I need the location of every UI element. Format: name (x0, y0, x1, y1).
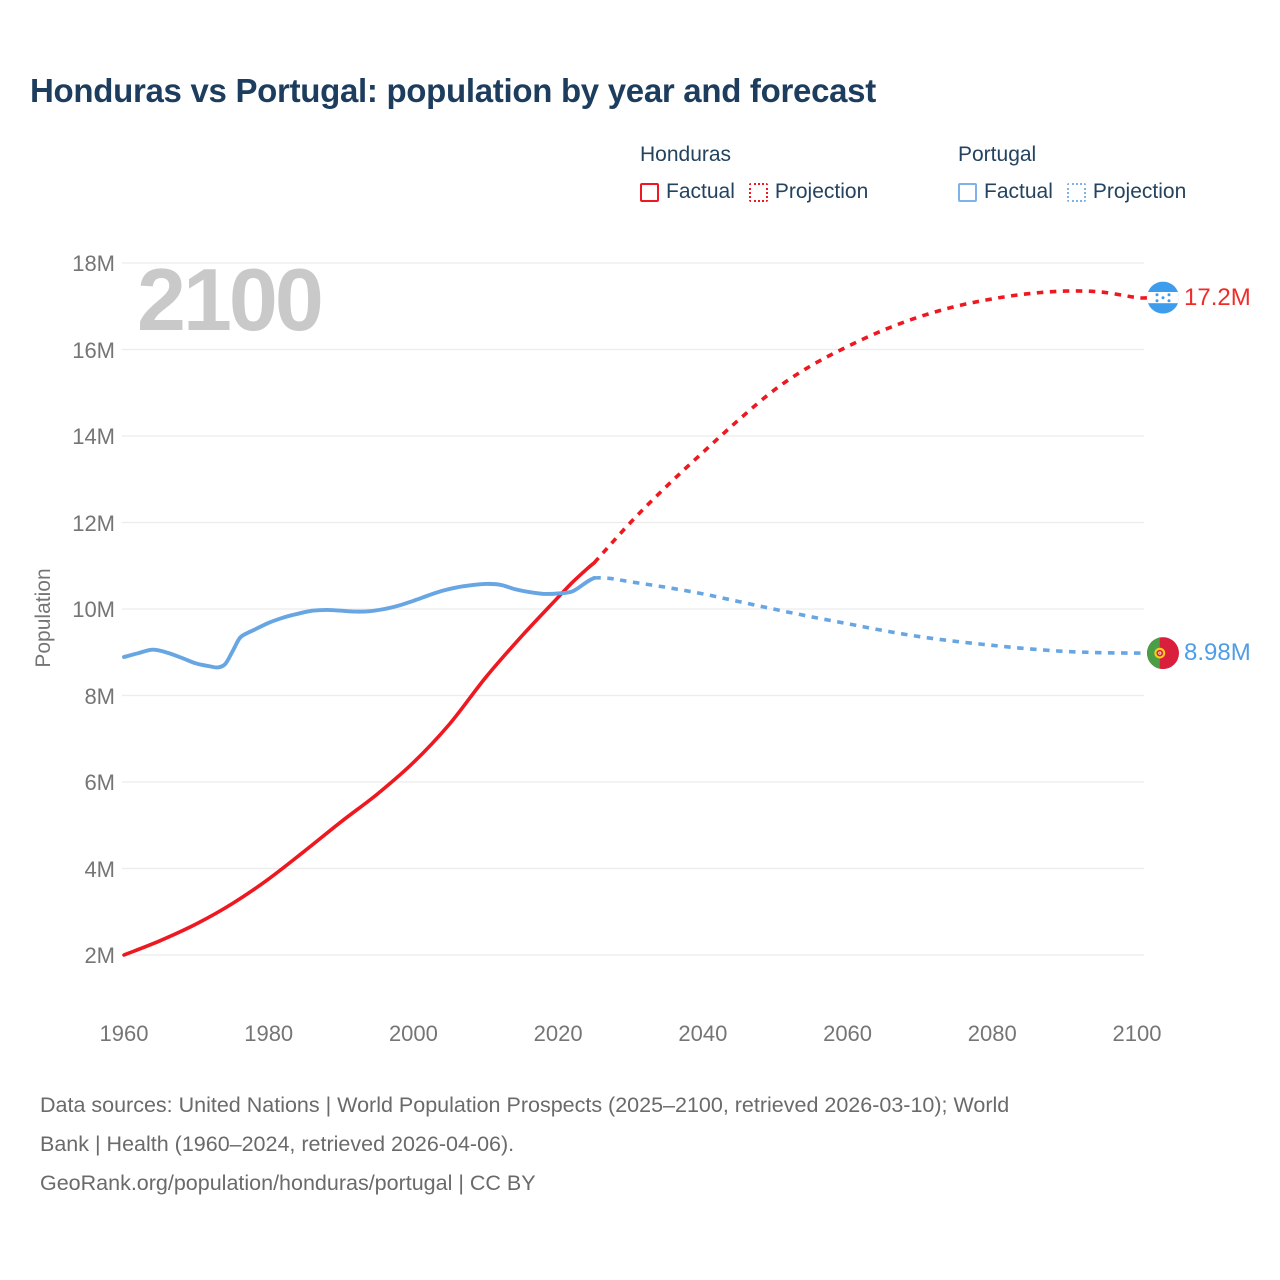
end-value-label-honduras: 17.2M (1184, 283, 1251, 311)
x-tick-label: 2000 (388, 1021, 438, 1046)
legend-group-honduras: Honduras Factual Projection (640, 143, 868, 204)
x-tick-label: 2100 (1112, 1021, 1162, 1046)
legend-item-honduras-factual[interactable]: Factual (640, 180, 735, 204)
y-tick-label: 18M (72, 251, 115, 276)
legend-item-portugal-factual[interactable]: Factual (958, 180, 1053, 204)
end-value-label-portugal: 8.98M (1184, 639, 1251, 667)
y-tick-label: 8M (84, 683, 115, 709)
footer-attribution-link[interactable]: GeoRank.org/population/honduras/portugal… (40, 1171, 536, 1195)
x-tick-label: 2020 (533, 1021, 583, 1046)
flag-icon-portugal (1147, 637, 1179, 670)
legend-group-title: Honduras (640, 143, 732, 166)
y-tick-label: 2M (84, 943, 115, 968)
x-tick-label: 2060 (823, 1021, 873, 1046)
footer: Data sources: United Nations | World Pop… (40, 1086, 1009, 1203)
series-line-portugal-projection (594, 576, 1151, 655)
flag-icon-honduras (1147, 281, 1179, 314)
y-tick-label: 14M (72, 424, 115, 449)
x-tick-label: 2040 (678, 1021, 728, 1046)
series-line-honduras-factual (122, 560, 597, 957)
watermark-year: 2100 (137, 250, 324, 349)
series-line-portugal-factual (122, 575, 597, 670)
y-tick-label: 6M (84, 770, 115, 795)
y-tick-label: 4M (84, 856, 115, 882)
legend-item-portugal-projection[interactable]: Projection (1066, 180, 1187, 204)
x-tick-label: 2080 (967, 1021, 1017, 1046)
legend-swatch-dotted-red (748, 182, 768, 202)
footer-data-sources-line-2: Bank | Health (1960–2024, retrieved 2026… (40, 1132, 515, 1156)
legend-item-label: Projection (774, 180, 869, 203)
y-tick-label: 10M (72, 597, 115, 622)
y-tick-label: 12M (72, 510, 115, 536)
legend-swatch-dotted-blue (1066, 182, 1086, 202)
footer-data-sources-line-1: Data sources: United Nations | World Pop… (40, 1093, 1010, 1117)
legend-swatch-solid-blue (958, 182, 977, 202)
x-tick-label: 1960 (99, 1021, 149, 1046)
legend-group-title: Portugal (958, 143, 1037, 166)
legend-item-label: Projection (1092, 180, 1187, 203)
legend-item-label: Factual (984, 180, 1053, 203)
y-tick-label: 16M (72, 337, 115, 363)
legend-item-honduras-projection[interactable]: Projection (748, 180, 869, 204)
legend-swatch-solid-red (640, 182, 659, 202)
x-tick-label: 1980 (244, 1021, 294, 1046)
legend-item-label: Factual (666, 180, 735, 203)
page-title: Honduras vs Portugal: population by year… (30, 72, 876, 109)
legend-group-portugal: Portugal Factual Projection (958, 143, 1186, 204)
